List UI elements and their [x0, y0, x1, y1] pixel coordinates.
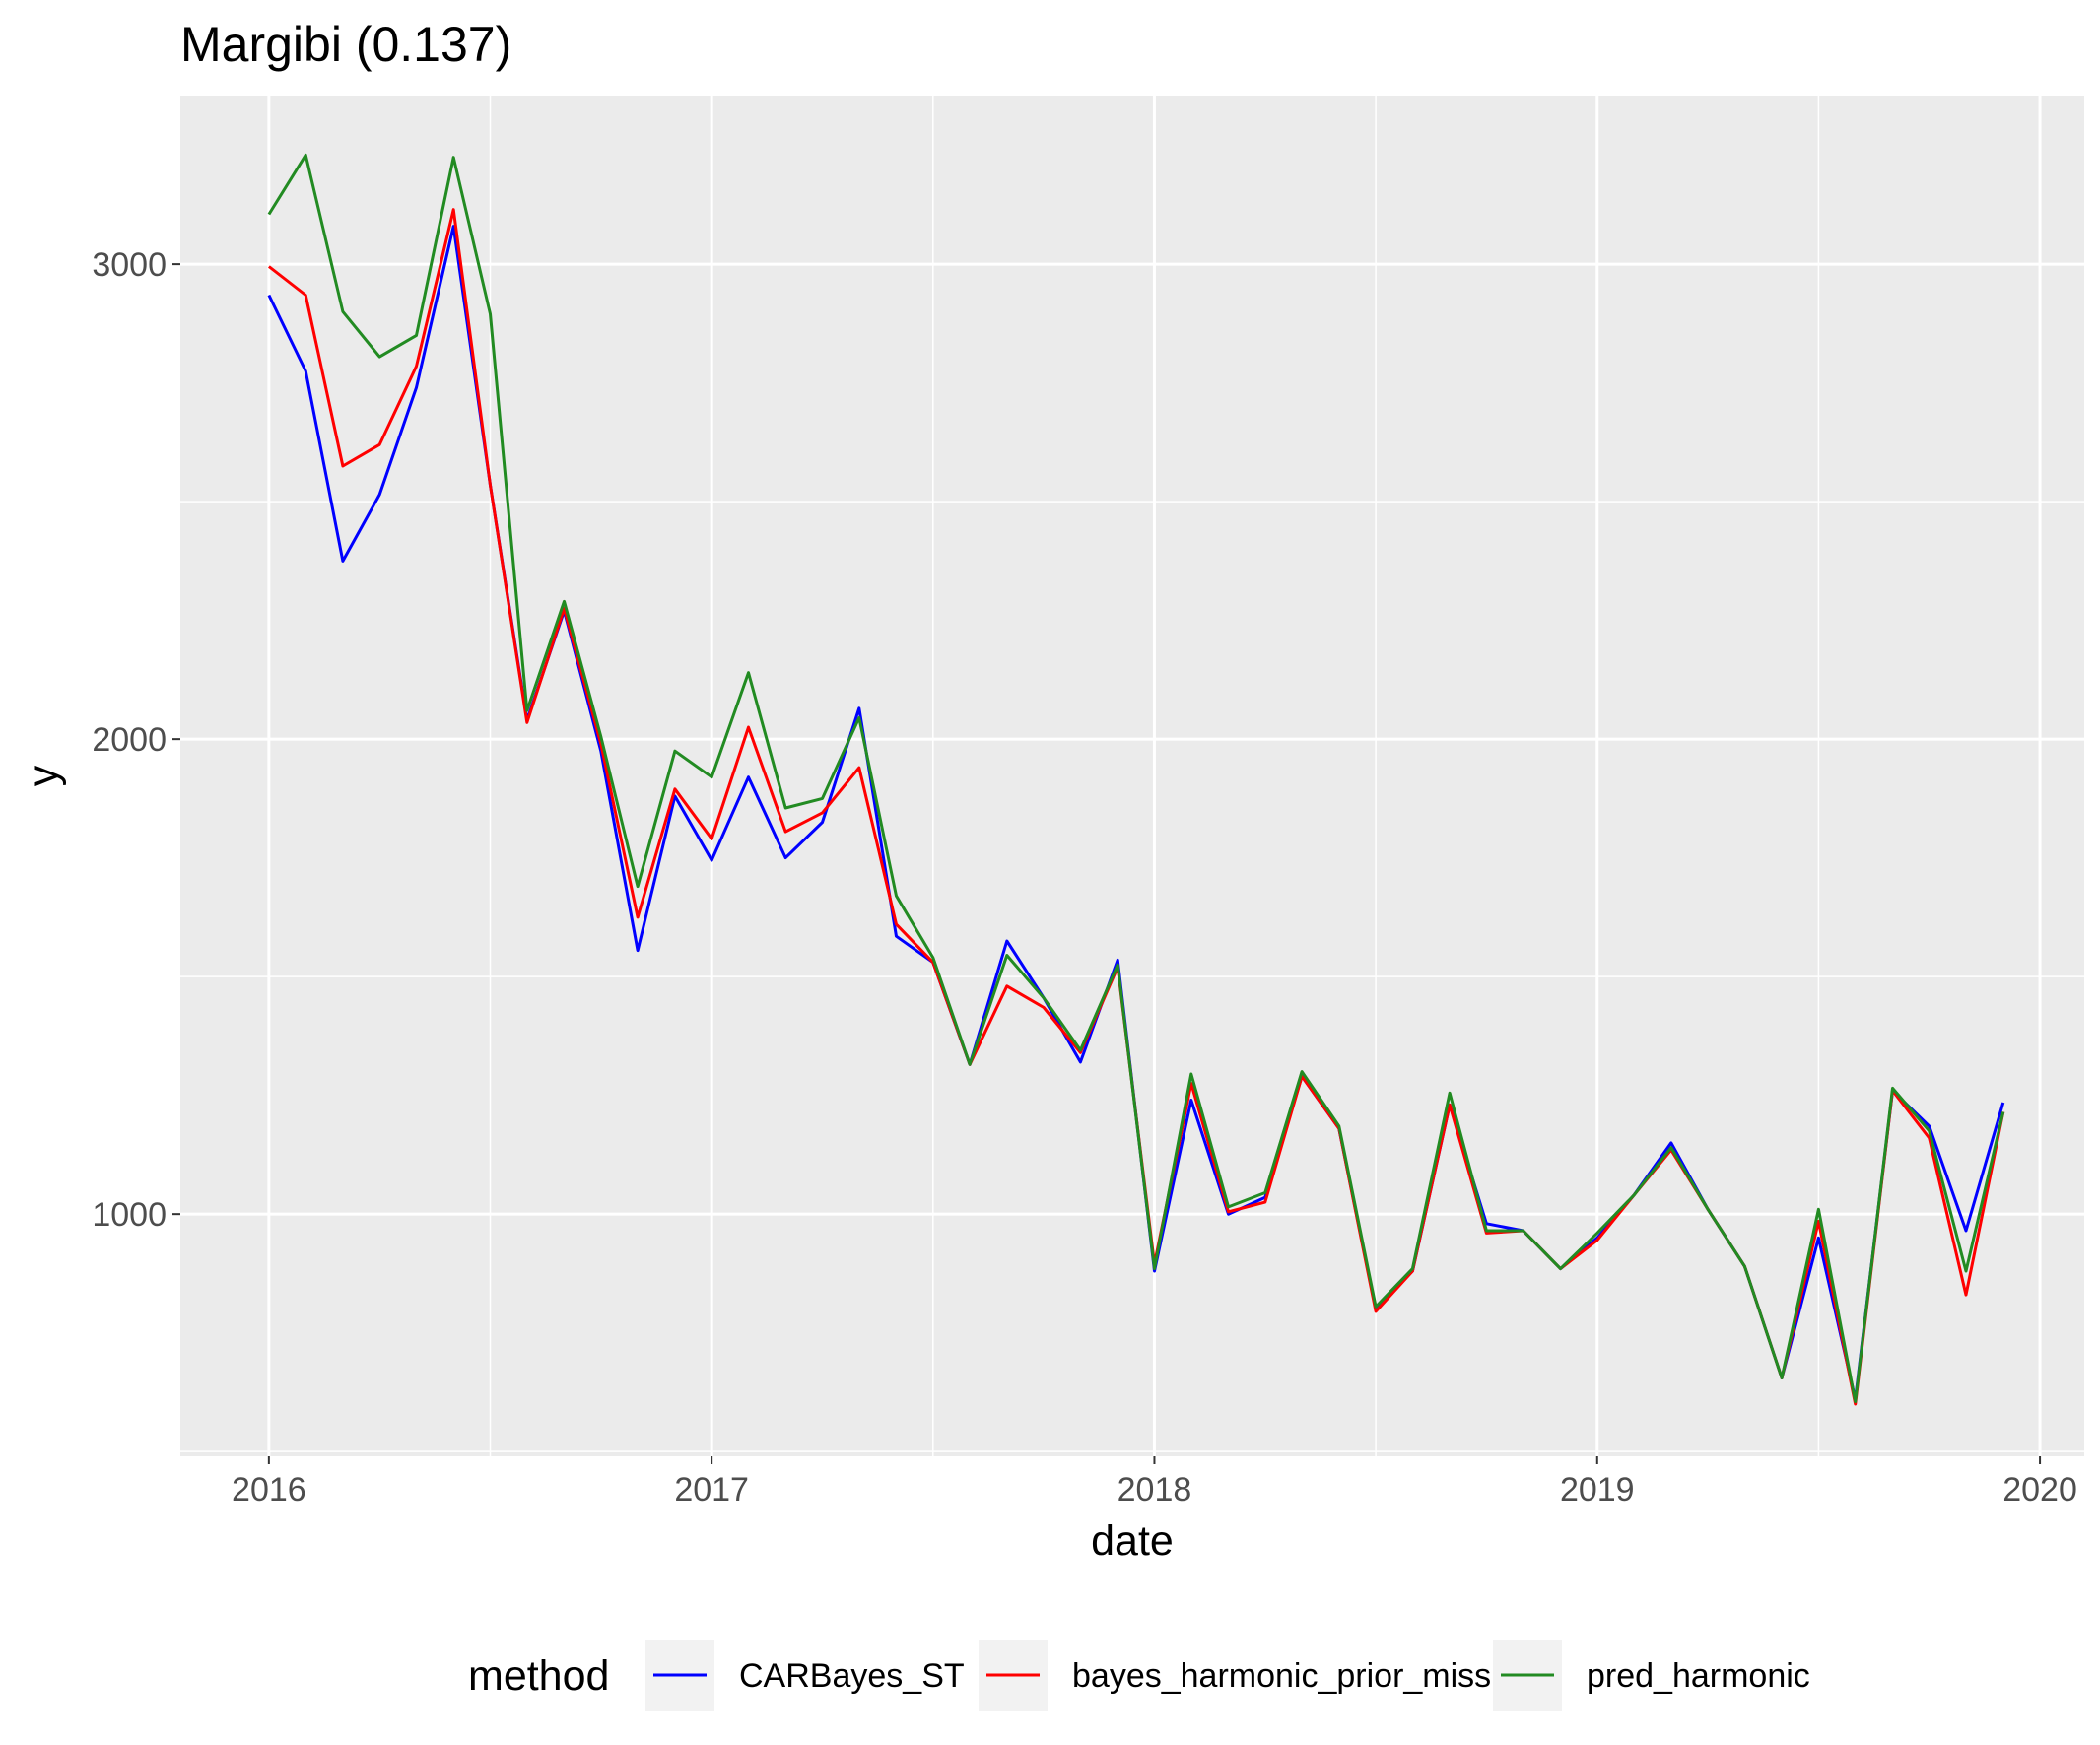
- x-axis: 2016 2017 2018 2019 2020: [232, 1456, 2077, 1509]
- y-tick-label: 3000: [92, 246, 167, 284]
- x-tick-label: 2016: [232, 1471, 306, 1509]
- y-tick-label: 1000: [92, 1196, 167, 1234]
- series-line-3: [267, 153, 2005, 1404]
- legend-title: method: [468, 1652, 609, 1700]
- plot-panel: [180, 96, 2084, 1456]
- chart-title: Margibi (0.137): [180, 17, 511, 72]
- grid-major: [180, 96, 2084, 1456]
- x-tick-label: 2019: [1560, 1471, 1635, 1509]
- legend-label: pred_harmonic: [1587, 1657, 1810, 1695]
- y-axis: 1000 2000 3000: [92, 246, 180, 1234]
- series-layer: [267, 153, 2005, 1406]
- x-tick-label: 2018: [1118, 1471, 1192, 1509]
- y-tick-label: 2000: [92, 721, 167, 759]
- legend-label: bayes_harmonic_prior_miss: [1072, 1657, 1491, 1695]
- x-tick-label: 2020: [2002, 1471, 2077, 1509]
- legend: method CARBayes_ST bayes_harmonic_prior_m…: [468, 1640, 1810, 1711]
- x-tick-label: 2017: [674, 1471, 749, 1509]
- y-axis-title: y: [20, 765, 67, 786]
- x-axis-title: date: [1091, 1517, 1174, 1565]
- legend-label: CARBayes_ST: [739, 1657, 965, 1695]
